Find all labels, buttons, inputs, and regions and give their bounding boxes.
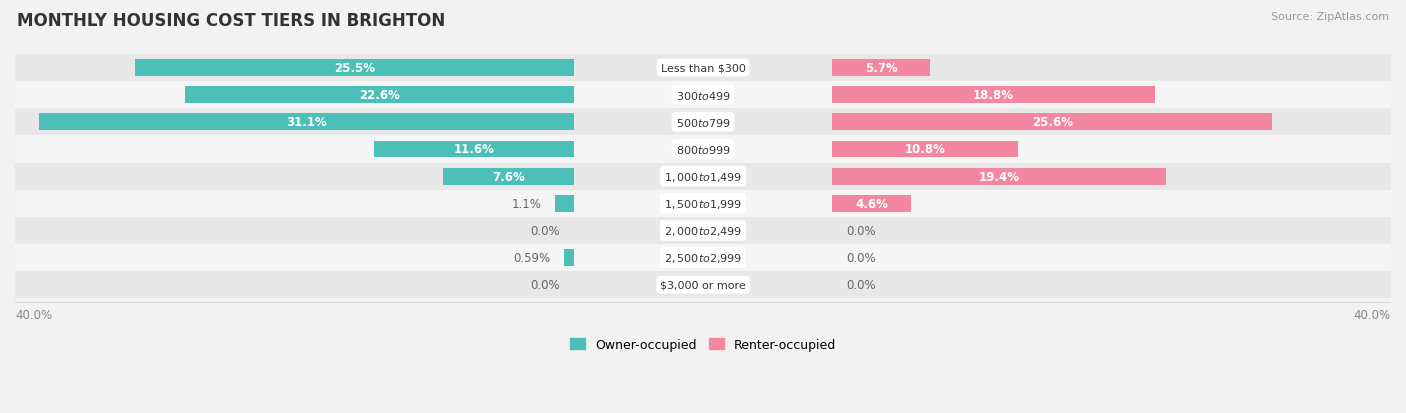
Text: 1.1%: 1.1%: [512, 197, 541, 210]
Bar: [832, 87, 1156, 104]
Text: 7.6%: 7.6%: [492, 170, 524, 183]
Text: 40.0%: 40.0%: [15, 308, 52, 321]
Text: 25.5%: 25.5%: [335, 62, 375, 75]
Text: $2,500 to $2,999: $2,500 to $2,999: [664, 252, 742, 264]
Bar: [15, 163, 1391, 190]
Text: Less than $300: Less than $300: [661, 63, 745, 74]
Text: 0.0%: 0.0%: [846, 224, 876, 237]
Bar: [135, 60, 574, 77]
Text: $1,000 to $1,499: $1,000 to $1,499: [664, 170, 742, 183]
Bar: [555, 195, 574, 212]
Text: 11.6%: 11.6%: [454, 143, 495, 156]
Bar: [832, 169, 1166, 185]
Text: $3,000 or more: $3,000 or more: [661, 280, 745, 290]
Text: Source: ZipAtlas.com: Source: ZipAtlas.com: [1271, 12, 1389, 22]
Bar: [186, 87, 574, 104]
Text: 5.7%: 5.7%: [865, 62, 897, 75]
Bar: [15, 217, 1391, 244]
Text: $1,500 to $1,999: $1,500 to $1,999: [664, 197, 742, 210]
Text: 18.8%: 18.8%: [973, 89, 1014, 102]
Text: MONTHLY HOUSING COST TIERS IN BRIGHTON: MONTHLY HOUSING COST TIERS IN BRIGHTON: [17, 12, 446, 30]
Text: 4.6%: 4.6%: [855, 197, 889, 210]
Text: 0.0%: 0.0%: [530, 224, 560, 237]
Bar: [832, 60, 929, 77]
Bar: [15, 82, 1391, 109]
Bar: [15, 136, 1391, 163]
Text: 10.8%: 10.8%: [904, 143, 945, 156]
Text: 0.0%: 0.0%: [530, 279, 560, 292]
Text: 0.0%: 0.0%: [846, 279, 876, 292]
Text: 19.4%: 19.4%: [979, 170, 1019, 183]
Bar: [39, 114, 574, 131]
Bar: [832, 114, 1272, 131]
Bar: [443, 169, 574, 185]
Bar: [15, 244, 1391, 271]
Text: $500 to $799: $500 to $799: [675, 116, 731, 128]
Bar: [15, 55, 1391, 82]
Text: 31.1%: 31.1%: [287, 116, 328, 129]
Text: $800 to $999: $800 to $999: [675, 144, 731, 156]
Text: 0.0%: 0.0%: [846, 252, 876, 264]
Bar: [15, 109, 1391, 136]
Bar: [15, 271, 1391, 299]
Text: $2,000 to $2,499: $2,000 to $2,499: [664, 224, 742, 237]
Text: 40.0%: 40.0%: [1354, 308, 1391, 321]
Legend: Owner-occupied, Renter-occupied: Owner-occupied, Renter-occupied: [565, 333, 841, 356]
Bar: [15, 190, 1391, 217]
Bar: [832, 195, 911, 212]
Text: $300 to $499: $300 to $499: [675, 90, 731, 102]
Bar: [564, 249, 574, 266]
Text: 25.6%: 25.6%: [1032, 116, 1073, 129]
Text: 22.6%: 22.6%: [359, 89, 401, 102]
Bar: [374, 141, 574, 158]
Text: 0.59%: 0.59%: [513, 252, 550, 264]
Bar: [832, 141, 1018, 158]
